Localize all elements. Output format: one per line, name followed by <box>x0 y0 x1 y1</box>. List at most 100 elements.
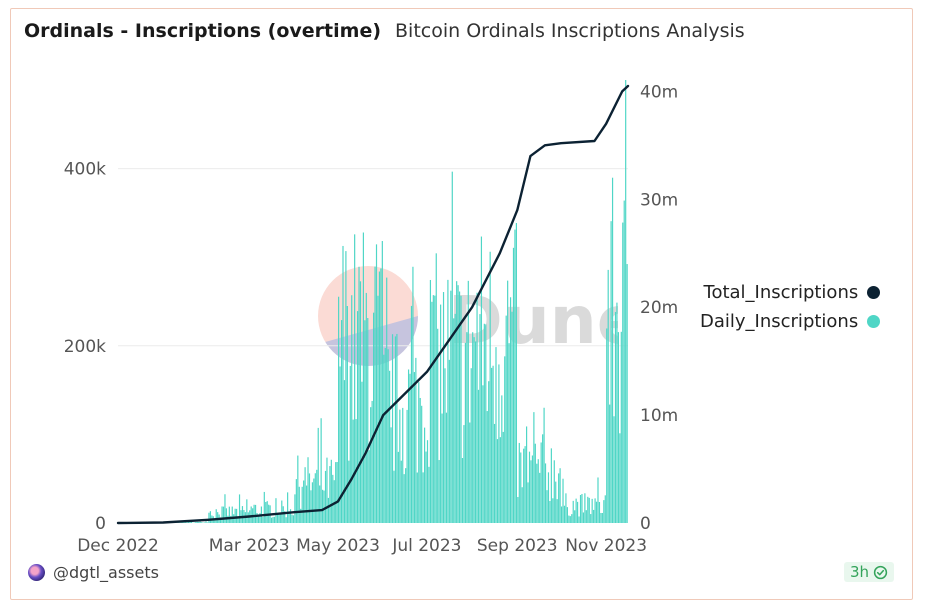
daily-bar <box>544 463 547 523</box>
daily-bar <box>259 513 261 523</box>
daily-bar <box>386 277 388 523</box>
daily-bar <box>523 448 525 523</box>
y-axis-left: 0 200k 400k <box>64 160 106 534</box>
daily-bar <box>559 468 561 523</box>
daily-bar <box>517 496 519 523</box>
daily-bar <box>473 337 475 523</box>
daily-bar <box>313 478 315 523</box>
daily-bar <box>183 521 185 523</box>
daily-bar <box>566 507 568 523</box>
daily-bar <box>206 522 209 523</box>
daily-bar <box>480 236 483 524</box>
daily-bar <box>575 498 577 523</box>
chart-title: Ordinals - Inscriptions (overtime) <box>24 20 382 42</box>
daily-bar <box>450 290 452 523</box>
daily-bar <box>527 482 529 523</box>
daily-bar <box>221 506 223 523</box>
daily-bar <box>585 510 587 523</box>
daily-bar <box>515 223 517 523</box>
daily-bar <box>289 509 292 523</box>
daily-bar <box>456 281 458 523</box>
daily-bar <box>512 247 515 523</box>
daily-bar <box>349 365 351 523</box>
daily-bar <box>542 434 544 523</box>
freshness-badge[interactable]: 3h <box>844 562 895 582</box>
daily-bar <box>294 494 296 523</box>
daily-bar <box>346 306 348 523</box>
legend-item-daily[interactable]: Daily_Inscriptions <box>700 307 881 336</box>
daily-bar <box>416 472 418 523</box>
daily-bar <box>284 511 286 523</box>
daily-bar <box>563 505 566 523</box>
daily-bar <box>406 409 408 523</box>
daily-bar <box>463 425 465 523</box>
daily-bar <box>228 506 230 523</box>
daily-bar <box>365 292 367 523</box>
daily-bar <box>196 521 198 523</box>
daily-bar <box>489 251 491 523</box>
daily-bar <box>610 221 612 524</box>
daily-bar <box>217 512 219 523</box>
daily-bar <box>332 474 334 523</box>
daily-bar <box>390 427 392 523</box>
x-tick-label: May 2023 <box>296 536 380 556</box>
daily-bar <box>222 506 225 523</box>
daily-bar <box>491 367 493 523</box>
daily-bar <box>429 279 432 523</box>
daily-bar <box>432 295 434 523</box>
daily-bar <box>364 320 366 523</box>
daily-bar <box>558 473 560 523</box>
daily-bar <box>305 485 308 523</box>
daily-bar <box>230 515 232 523</box>
daily-bar <box>316 469 318 523</box>
daily-bar <box>301 486 303 523</box>
x-tick-label: Jul 2023 <box>391 536 461 556</box>
daily-bar <box>407 369 410 523</box>
daily-bar <box>266 501 268 523</box>
x-tick-label: Mar 2023 <box>209 536 290 556</box>
daily-bar <box>418 382 420 523</box>
daily-bar <box>281 500 283 523</box>
daily-bar <box>556 499 558 523</box>
daily-bar <box>300 508 302 523</box>
daily-bar <box>453 318 455 523</box>
daily-bar <box>520 452 522 523</box>
daily-bar <box>292 515 295 523</box>
daily-bar <box>291 514 293 523</box>
daily-bar <box>588 497 590 523</box>
daily-bar <box>552 498 554 523</box>
daily-bar <box>591 498 593 523</box>
daily-bar <box>256 512 258 523</box>
total-inscriptions-line <box>116 84 630 525</box>
daily-bar <box>310 490 312 523</box>
daily-bar <box>308 473 311 523</box>
daily-bar <box>412 266 414 523</box>
daily-bar <box>534 443 536 523</box>
daily-bar <box>272 516 274 523</box>
daily-bar <box>625 80 627 523</box>
daily-bar <box>387 349 389 523</box>
daily-bar <box>560 506 563 523</box>
daily-bar <box>458 291 461 523</box>
daily-bar <box>587 496 589 523</box>
daily-bar <box>201 522 203 523</box>
daily-bar <box>190 521 193 523</box>
daily-bar <box>340 320 343 523</box>
daily-bar <box>374 266 376 523</box>
daily-bar <box>209 511 211 523</box>
daily-bar <box>214 518 216 523</box>
daily-bar <box>590 514 592 523</box>
y-right-tick-label: 10m <box>640 406 678 426</box>
daily-bar <box>577 501 579 523</box>
daily-bar <box>225 508 228 523</box>
daily-bar <box>396 333 398 523</box>
author-link[interactable]: @dgtl_assets <box>28 563 159 582</box>
daily-bar <box>273 516 276 523</box>
daily-bar <box>330 459 332 523</box>
legend-item-total[interactable]: Total_Inscriptions <box>700 278 881 307</box>
daily-bar <box>508 343 510 523</box>
daily-bar <box>203 522 206 523</box>
daily-bar <box>373 312 375 523</box>
daily-bar <box>495 347 497 523</box>
y-left-tick-label: 0 <box>95 514 106 534</box>
